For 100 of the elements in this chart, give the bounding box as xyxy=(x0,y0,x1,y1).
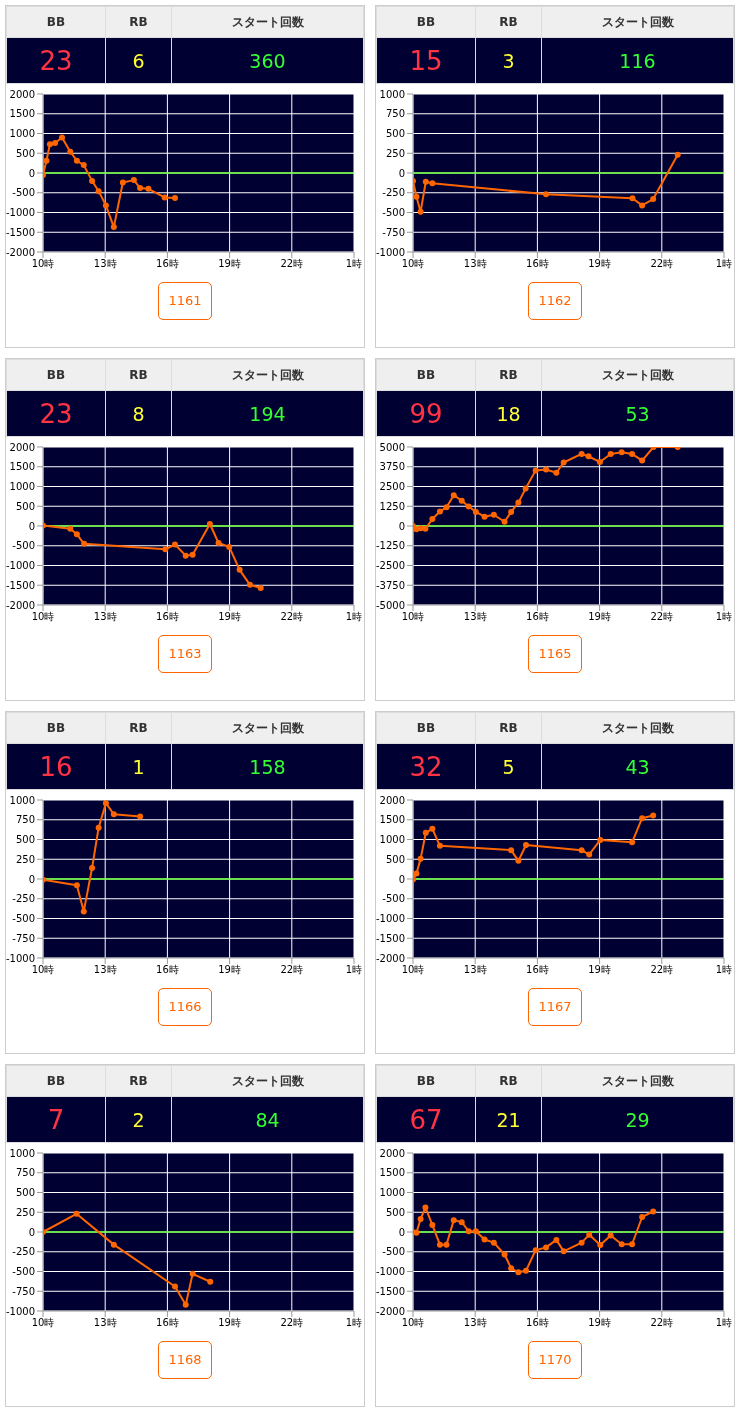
x-tick-label: 22時 xyxy=(650,258,674,270)
y-tick-label: 1500 xyxy=(379,1167,405,1179)
text: 1 xyxy=(105,743,172,790)
y-tick-label: -250 xyxy=(12,893,35,905)
y-tick-label: 750 xyxy=(15,1167,35,1179)
y-tick-label: 500 xyxy=(15,147,35,159)
y-tick-label: -1000 xyxy=(375,1266,405,1278)
text: RB xyxy=(105,712,172,744)
x-tick-label: 22時 xyxy=(280,611,304,623)
x-tick-label: 10時 xyxy=(31,258,55,270)
y-tick-label: 2000 xyxy=(9,441,35,453)
point xyxy=(110,811,117,818)
point xyxy=(80,908,87,915)
x-tick-label: 19時 xyxy=(218,258,241,270)
y-tick-label: 2000 xyxy=(379,794,405,806)
x-tick-label: 1時 xyxy=(715,1317,733,1329)
y-tick-label: -500 xyxy=(12,913,35,925)
y-tick-label: 1250 xyxy=(379,500,405,512)
y-tick-label: 500 xyxy=(15,1187,35,1199)
x-tick-label: 10時 xyxy=(31,611,55,623)
y-tick-label: -750 xyxy=(12,932,35,944)
y-tick-label: 500 xyxy=(15,500,35,512)
y-tick-label: 500 xyxy=(15,834,35,846)
y-tick-label: 500 xyxy=(385,1206,405,1218)
y-tick-label: 0 xyxy=(398,520,405,532)
text: BB xyxy=(376,712,476,744)
text: BB xyxy=(376,1065,476,1097)
y-tick-label: 1500 xyxy=(9,461,35,473)
text: 5 xyxy=(475,743,542,790)
text: 1162 xyxy=(528,282,582,320)
text: BB xyxy=(6,6,106,38)
x-tick-label: 13時 xyxy=(463,1317,487,1329)
y-tick-label: -3750 xyxy=(375,579,405,591)
x-tick-label: 1時 xyxy=(345,611,363,623)
y-tick-label: 1500 xyxy=(9,108,35,120)
text: 29 xyxy=(541,1096,734,1143)
x-tick-label: 16時 xyxy=(156,1317,179,1329)
y-tick-label: -5000 xyxy=(375,599,405,611)
x-tick-label: 1時 xyxy=(715,964,733,976)
y-tick-label: -1500 xyxy=(5,226,35,238)
x-tick-label: 19時 xyxy=(588,964,611,976)
text: 6 xyxy=(105,37,172,84)
x-tick-label: 13時 xyxy=(93,1317,117,1329)
x-tick-label: 10時 xyxy=(31,964,55,976)
x-tick-label: 16時 xyxy=(526,611,549,623)
point xyxy=(73,882,80,889)
text: スタート回数 xyxy=(541,1065,734,1097)
point xyxy=(95,824,102,831)
y-tick-label: 250 xyxy=(385,147,405,159)
y-tick-label: 0 xyxy=(398,1226,405,1238)
text: スタート回数 xyxy=(541,6,734,38)
text: 1161 xyxy=(158,282,212,320)
y-tick-label: 750 xyxy=(15,814,35,826)
y-tick-label: 500 xyxy=(385,128,405,140)
y-tick-label: 1000 xyxy=(9,128,35,140)
text: 1168 xyxy=(158,1341,212,1379)
y-tick-label: -2500 xyxy=(375,560,405,572)
y-tick-label: 750 xyxy=(385,108,405,120)
y-tick-label: -500 xyxy=(12,1266,35,1278)
text: 53 xyxy=(541,390,734,437)
y-tick-label: -250 xyxy=(12,1246,35,1258)
text: RB xyxy=(475,359,542,391)
text: スタート回数 xyxy=(171,712,364,744)
text: 1163 xyxy=(158,635,212,673)
x-tick-label: 1時 xyxy=(715,258,733,270)
text: スタート回数 xyxy=(171,6,364,38)
y-tick-label: -250 xyxy=(382,187,405,199)
x-tick-label: 1時 xyxy=(715,611,733,623)
x-tick-label: 19時 xyxy=(588,258,611,270)
text: 1165 xyxy=(528,635,582,673)
text: 67 xyxy=(376,1096,476,1143)
text: 194 xyxy=(171,390,364,437)
x-tick-label: 10時 xyxy=(401,611,425,623)
x-tick-label: 22時 xyxy=(650,964,674,976)
x-tick-label: 13時 xyxy=(463,258,487,270)
y-tick-label: 1000 xyxy=(9,481,35,493)
y-tick-label: 250 xyxy=(15,853,35,865)
text: スタート回数 xyxy=(171,359,364,391)
y-tick-label: 0 xyxy=(398,873,405,885)
y-tick-label: -2000 xyxy=(5,599,35,611)
text: 43 xyxy=(541,743,734,790)
y-tick-label: -500 xyxy=(12,540,35,552)
x-tick-label: 22時 xyxy=(280,1317,304,1329)
x-tick-label: 16時 xyxy=(526,1317,549,1329)
text: BB xyxy=(6,712,106,744)
x-tick-label: 16時 xyxy=(526,258,549,270)
x-tick-label: 16時 xyxy=(156,611,179,623)
y-tick-label: -1500 xyxy=(375,1285,405,1297)
y-tick-label: 1000 xyxy=(379,1187,405,1199)
y-tick-label: -2000 xyxy=(375,952,405,964)
text: 1170 xyxy=(528,1341,582,1379)
y-tick-label: -1000 xyxy=(5,1305,35,1317)
x-tick-label: 1時 xyxy=(345,964,363,976)
text: RB xyxy=(105,1065,172,1097)
y-tick-label: -1500 xyxy=(5,579,35,591)
text: BB xyxy=(6,359,106,391)
text: 1167 xyxy=(528,988,582,1026)
y-tick-label: -1000 xyxy=(375,913,405,925)
text: 21 xyxy=(475,1096,542,1143)
y-tick-label: -2000 xyxy=(5,246,35,258)
